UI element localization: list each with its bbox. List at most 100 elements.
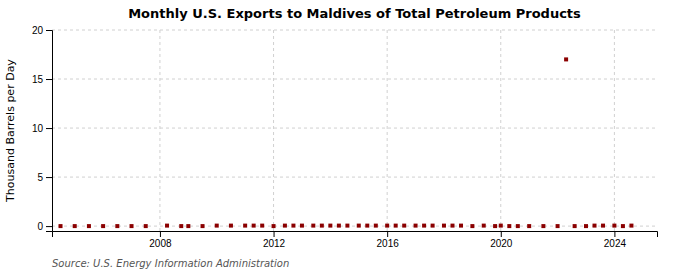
y-axis-line <box>46 31 53 232</box>
x-grid-line <box>273 30 274 231</box>
x-tick-mark <box>387 231 388 237</box>
y-tick-label: 10 <box>32 123 44 134</box>
y-tick: 20 <box>32 25 52 36</box>
point <box>527 224 531 228</box>
point <box>612 224 616 228</box>
point <box>165 224 169 228</box>
point <box>493 224 497 228</box>
point <box>385 224 389 228</box>
point <box>450 224 454 228</box>
point <box>59 224 63 228</box>
point <box>252 224 256 228</box>
x-tick: 2016 <box>377 231 400 249</box>
x-grid-line <box>500 30 501 231</box>
x-axis: 2008 2012 2016 2020 2024 <box>53 231 658 249</box>
y-tick-label: 15 <box>32 74 44 85</box>
point <box>499 224 503 228</box>
x-tick-label: 2024 <box>604 238 627 249</box>
x-tick-label: 2020 <box>490 238 513 249</box>
point <box>541 224 545 228</box>
point <box>394 224 398 228</box>
point <box>328 224 332 228</box>
point <box>414 224 418 228</box>
point <box>115 224 119 228</box>
point <box>320 224 324 228</box>
point <box>201 224 205 228</box>
y-tick: 15 <box>32 74 52 85</box>
x-tick-mark <box>501 231 502 237</box>
point <box>365 224 369 228</box>
y-grid-line <box>52 128 657 129</box>
point <box>179 224 183 228</box>
point <box>516 224 520 228</box>
point <box>345 224 349 228</box>
point <box>272 224 276 228</box>
y-tick-label: 20 <box>32 25 44 36</box>
point <box>374 224 378 228</box>
point <box>470 224 474 228</box>
x-tick: 2024 <box>604 231 627 249</box>
point <box>621 224 625 228</box>
point <box>556 224 560 228</box>
point <box>130 224 134 228</box>
x-tick: 2008 <box>149 231 172 249</box>
y-grid-line <box>52 226 657 227</box>
point <box>243 224 247 228</box>
y-tick-mark <box>46 226 52 227</box>
y-tick-mark <box>46 30 52 31</box>
point <box>260 224 264 228</box>
point <box>459 224 463 228</box>
point <box>215 224 219 228</box>
point <box>482 224 486 228</box>
y-tick-mark <box>46 128 52 129</box>
x-tick-mark <box>160 231 161 237</box>
point <box>431 224 435 228</box>
point <box>311 224 315 228</box>
point <box>144 224 148 228</box>
source-note: Source: U.S. Energy Information Administ… <box>52 258 289 269</box>
x-tick-label: 2012 <box>263 238 286 249</box>
plot-area: 2008 2012 2016 2020 2024 0 5 10 15 20 <box>32 25 658 249</box>
x-tick-mark <box>274 231 275 237</box>
y-tick-label: 5 <box>37 172 43 183</box>
chart: 2008 2012 2016 2020 2024 0 5 10 15 20 Monthly U.S.… <box>0 0 675 275</box>
y-axis: 0 5 10 15 20 <box>32 25 53 232</box>
y-tick: 10 <box>32 123 52 134</box>
point <box>507 224 511 228</box>
point <box>283 224 287 228</box>
point <box>186 224 190 228</box>
x-grid-line <box>159 30 160 231</box>
x-tick-label: 2016 <box>377 238 400 249</box>
point <box>291 224 295 228</box>
point <box>87 224 91 228</box>
point <box>357 224 361 228</box>
point <box>337 224 341 228</box>
x-tick-mark <box>614 231 615 237</box>
points <box>59 57 634 228</box>
point <box>422 224 426 228</box>
y-grid-line <box>52 30 657 31</box>
point <box>402 224 406 228</box>
x-tick: 2012 <box>263 231 286 249</box>
point <box>584 224 588 228</box>
y-tick: 5 <box>37 172 52 183</box>
point <box>73 224 77 228</box>
x-grid-line <box>387 30 388 231</box>
point <box>629 224 633 228</box>
y-grid-line <box>52 79 657 80</box>
point <box>601 224 605 228</box>
y-tick-mark <box>46 79 52 80</box>
point <box>101 224 105 228</box>
title: Monthly U.S. Exports to Maldives of Tota… <box>128 6 581 21</box>
point <box>593 224 597 228</box>
point <box>442 224 446 228</box>
y-grid-line <box>52 177 657 178</box>
point <box>300 224 304 228</box>
y-tick-label: 0 <box>37 221 43 232</box>
grid <box>52 30 657 231</box>
point <box>564 57 568 61</box>
y-axis-label: Thousand Barrels per Day <box>4 59 17 203</box>
x-tick-label: 2008 <box>149 238 172 249</box>
point <box>573 224 577 228</box>
x-tick: 2020 <box>490 231 513 249</box>
